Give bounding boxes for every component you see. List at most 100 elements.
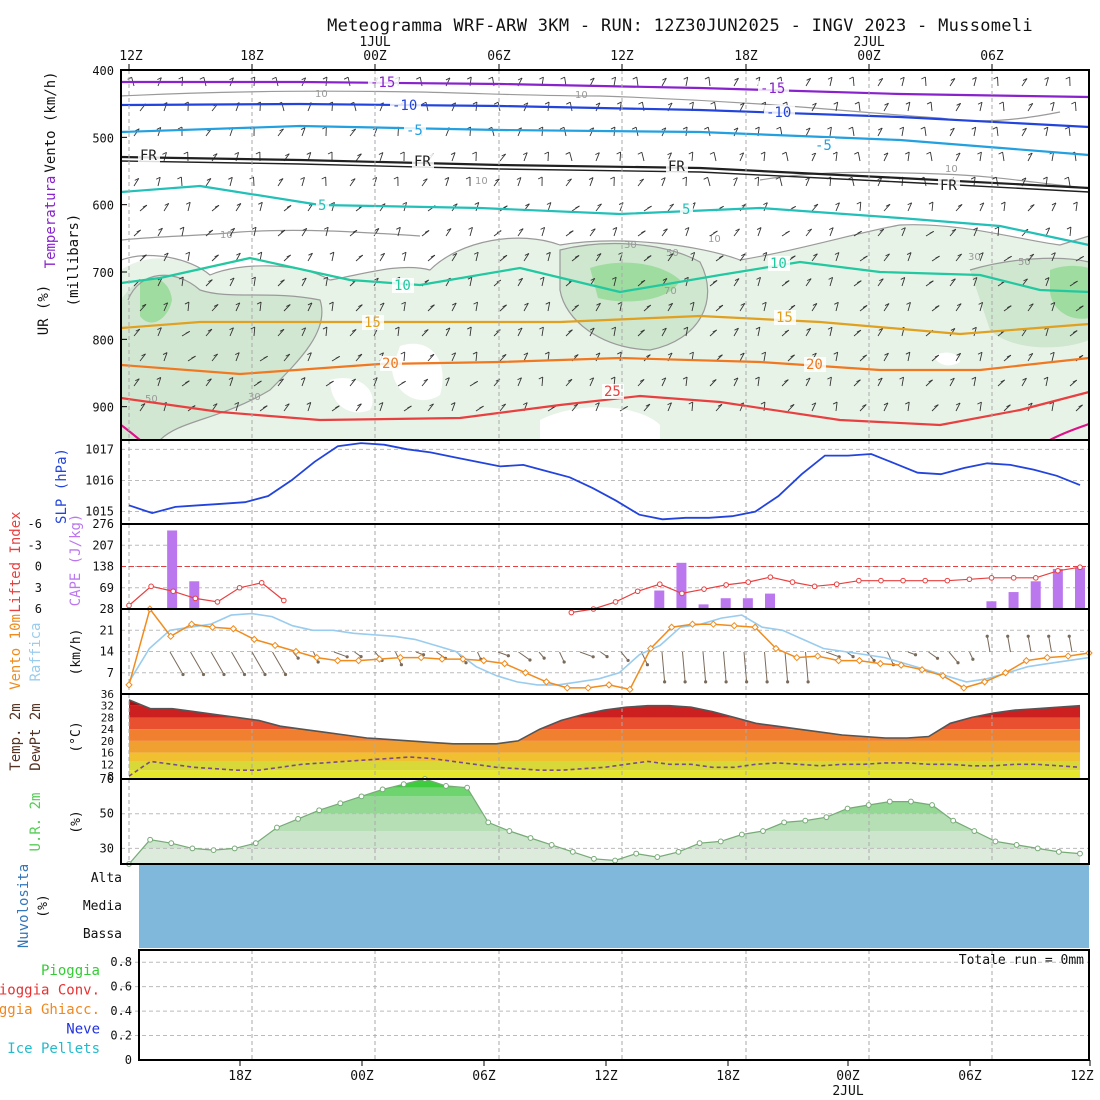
wind10-point: [459, 655, 467, 663]
wind-barb: [951, 278, 956, 282]
wind-barb: [1065, 76, 1070, 80]
wind-barb: [472, 101, 478, 105]
isotherm-label: FR: [940, 178, 957, 194]
isotherm-label-bg: [666, 159, 688, 174]
wind-barb: [740, 352, 745, 356]
wind10-point: [1022, 656, 1031, 665]
rh-point: [591, 855, 597, 862]
wind-barb: [573, 403, 578, 407]
wind-barb: [255, 151, 261, 155]
wind-barb: [283, 353, 291, 362]
wind-barb: [733, 177, 738, 187]
wind-barb: [805, 377, 811, 387]
wind-barb: [885, 203, 891, 207]
wind-arrow: [1007, 636, 1011, 653]
wind-barb: [179, 226, 185, 230]
li-point: [214, 599, 221, 605]
wind-barb: [611, 326, 616, 330]
wind-barb: [877, 177, 883, 187]
wind-barb: [637, 178, 645, 187]
wind-barb: [445, 228, 452, 237]
rh-point: [548, 842, 555, 848]
precip-legend-label: Pioggia Ghiacc.: [0, 1002, 100, 1018]
wind-barb: [683, 326, 688, 330]
wind-barb: [775, 176, 781, 180]
wind-barb: [739, 303, 746, 312]
wind-barb: [682, 126, 688, 130]
bottom-time-label: 12Z: [1070, 1069, 1094, 1084]
wind-barb: [467, 76, 472, 80]
wind-barb: [835, 302, 839, 312]
wind-barb: [228, 377, 234, 380]
wind-barb: [588, 177, 594, 180]
rh-contour-label: 10: [220, 230, 233, 241]
wind-barb: [452, 252, 457, 256]
wind-barb: [760, 151, 766, 155]
wind-barb: [1007, 305, 1012, 309]
wind-barb: [805, 127, 811, 131]
wind-arrow: [702, 651, 707, 682]
wind-arrow-head: [605, 654, 609, 659]
wind-barb: [421, 378, 429, 387]
wind-barb: [979, 202, 985, 206]
wind-barb: [349, 178, 356, 187]
rh-line: [128, 778, 1081, 865]
wind-barb: [306, 402, 311, 405]
isotherm-line: [120, 184, 1090, 247]
wind-barb: [740, 302, 745, 306]
wind-barb: [184, 301, 190, 305]
wind-barb: [357, 153, 362, 157]
wind-barb: [280, 279, 285, 283]
wind-barb: [595, 152, 600, 156]
wind10-point: [542, 678, 551, 686]
wind10-point: [125, 681, 133, 689]
cape-tick-label: 138: [92, 560, 114, 574]
rh-contour-label: 10: [708, 234, 721, 245]
wind10-point: [605, 681, 613, 689]
wind-barb: [1045, 177, 1048, 187]
wind-barb: [468, 226, 473, 230]
wind-barb: [978, 301, 983, 305]
wind-barb: [907, 352, 911, 362]
wind-barb: [1021, 177, 1027, 181]
wind-barb: [235, 302, 241, 312]
wind-barb: [813, 203, 819, 207]
isotherm-label-bg: [404, 123, 426, 138]
wind10-point: [187, 620, 196, 628]
wind-barb: [475, 202, 480, 212]
wind-barb: [1027, 103, 1034, 112]
wind-barb: [856, 379, 861, 383]
wind-barb: [640, 279, 646, 283]
wind-arrow: [333, 651, 348, 658]
wind-barb: [979, 302, 984, 312]
wind-barb: [139, 304, 147, 312]
wind-barb: [921, 76, 926, 80]
wind10-point: [292, 647, 300, 656]
wind-barb: [307, 302, 313, 312]
li-tick-label: 0: [35, 560, 42, 574]
precip-legend-label: Neve: [66, 1022, 100, 1038]
wind-axis-title: Vento (km/h): [43, 71, 59, 172]
wind10-point: [813, 652, 822, 660]
wind-barb: [995, 177, 999, 187]
wind-barb: [133, 328, 141, 337]
wind10-point: [438, 655, 446, 663]
rh-band: [129, 779, 1080, 788]
wind-barb: [524, 302, 529, 306]
wind-barb: [790, 354, 795, 358]
rh-contour: [120, 229, 421, 241]
wind-barb: [501, 354, 507, 357]
wind-barb: [127, 76, 132, 80]
wind-barb: [703, 176, 708, 180]
wind-barb: [733, 228, 740, 237]
wind-barb: [473, 380, 478, 384]
wind-arrow: [1048, 636, 1052, 653]
wind-barb: [301, 327, 306, 331]
wind-barb: [229, 228, 236, 237]
isotherm-line: [120, 314, 1090, 336]
rh-contour-label: 50: [1018, 257, 1031, 268]
wind-barb: [712, 280, 718, 283]
wind-barb: [546, 251, 551, 255]
wind-barb: [834, 301, 839, 305]
precip-tick-label: 0: [125, 1053, 132, 1067]
